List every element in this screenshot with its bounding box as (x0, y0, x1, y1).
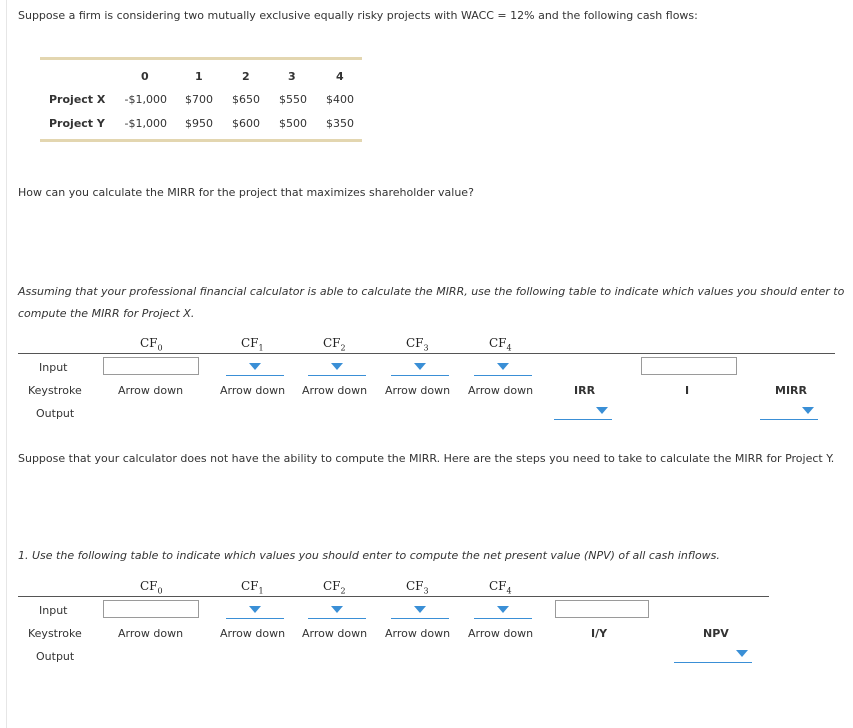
cf4-header: CF4 (489, 579, 512, 596)
cf0-header: CF0 (140, 336, 163, 353)
chevron-down-icon (249, 363, 261, 370)
output-row-label: Output (36, 407, 75, 420)
cf3-dropdown[interactable] (391, 362, 449, 376)
irr-output-dropdown[interactable] (554, 406, 612, 420)
output-row-label: Output (36, 650, 75, 663)
project-y-cf0: -$1,000 (124, 117, 167, 130)
chevron-down-icon (497, 363, 509, 370)
step1-text: 1. Use the following table to indicate w… (18, 549, 720, 562)
cf4-keystroke: Arrow down (468, 627, 534, 640)
npv-output-dropdown[interactable] (674, 649, 752, 663)
table-top-rule (40, 57, 362, 60)
cf4-header: CF4 (489, 336, 512, 353)
cf0-input[interactable] (103, 357, 199, 375)
project-x-label: Project X (49, 93, 106, 106)
cf0-keystroke: Arrow down (118, 627, 184, 640)
chevron-down-icon (414, 363, 426, 370)
cf2-keystroke: Arrow down (302, 384, 368, 397)
cf4-dropdown[interactable] (474, 605, 532, 619)
cf1-header: CF1 (241, 579, 264, 596)
iy-keystroke: I/Y (591, 627, 608, 640)
cf4-dropdown[interactable] (474, 362, 532, 376)
input-row-label: Input (39, 604, 68, 617)
cf0-header: CF0 (140, 579, 163, 596)
mirr-instruction-line1: Assuming that your professional financia… (18, 285, 845, 298)
year-header-2: 2 (242, 70, 250, 83)
cf0-keystroke: Arrow down (118, 384, 184, 397)
project-y-cf4: $350 (326, 117, 354, 130)
cf4-keystroke: Arrow down (468, 384, 534, 397)
steps-intro-text: Suppose that your calculator does not ha… (18, 452, 835, 465)
project-y-label: Project Y (49, 117, 105, 130)
table1-header-rule (18, 353, 835, 354)
left-border (6, 0, 7, 728)
chevron-down-icon (414, 606, 426, 613)
mirr-instruction-line2: compute the MIRR for Project X. (18, 307, 195, 320)
chevron-down-icon (596, 407, 608, 414)
year-header-4: 4 (336, 70, 344, 83)
chevron-down-icon (497, 606, 509, 613)
cf3-dropdown[interactable] (391, 605, 449, 619)
year-header-0: 0 (141, 70, 149, 83)
intro-text: Suppose a firm is considering two mutual… (18, 9, 698, 22)
project-y-cf3: $500 (279, 117, 307, 130)
chevron-down-icon (331, 363, 343, 370)
i-keystroke: I (685, 384, 690, 397)
iy-input[interactable] (555, 600, 649, 618)
irr-keystroke: IRR (574, 384, 596, 397)
project-x-cf2: $650 (232, 93, 260, 106)
project-x-cf3: $550 (279, 93, 307, 106)
cf1-header: CF1 (241, 336, 264, 353)
project-y-cf1: $950 (185, 117, 213, 130)
cf2-header: CF2 (323, 579, 346, 596)
project-x-cf4: $400 (326, 93, 354, 106)
cf1-keystroke: Arrow down (220, 384, 286, 397)
cf1-dropdown[interactable] (226, 605, 284, 619)
table2-header-rule (18, 596, 769, 597)
cf3-header: CF3 (406, 336, 429, 353)
cf2-keystroke: Arrow down (302, 627, 368, 640)
project-x-cf0: -$1,000 (124, 93, 167, 106)
cf2-dropdown[interactable] (308, 362, 366, 376)
chevron-down-icon (736, 650, 748, 657)
cf0-input[interactable] (103, 600, 199, 618)
chevron-down-icon (249, 606, 261, 613)
chevron-down-icon (802, 407, 814, 414)
cf1-keystroke: Arrow down (220, 627, 286, 640)
project-x-cf1: $700 (185, 93, 213, 106)
input-row-label: Input (39, 361, 68, 374)
table-bottom-rule (40, 139, 362, 142)
cf3-keystroke: Arrow down (385, 384, 451, 397)
mirr-output-dropdown[interactable] (760, 406, 818, 420)
i-input[interactable] (641, 357, 737, 375)
cf1-dropdown[interactable] (226, 362, 284, 376)
question-text: How can you calculate the MIRR for the p… (18, 186, 474, 199)
project-y-cf2: $600 (232, 117, 260, 130)
cf3-keystroke: Arrow down (385, 627, 451, 640)
npv-keystroke: NPV (703, 627, 729, 640)
year-header-1: 1 (195, 70, 203, 83)
year-header-3: 3 (288, 70, 296, 83)
keystroke-row-label: Keystroke (28, 627, 82, 640)
cf2-header: CF2 (323, 336, 346, 353)
mirr-keystroke: MIRR (775, 384, 807, 397)
cf3-header: CF3 (406, 579, 429, 596)
cf2-dropdown[interactable] (308, 605, 366, 619)
chevron-down-icon (331, 606, 343, 613)
keystroke-row-label: Keystroke (28, 384, 82, 397)
